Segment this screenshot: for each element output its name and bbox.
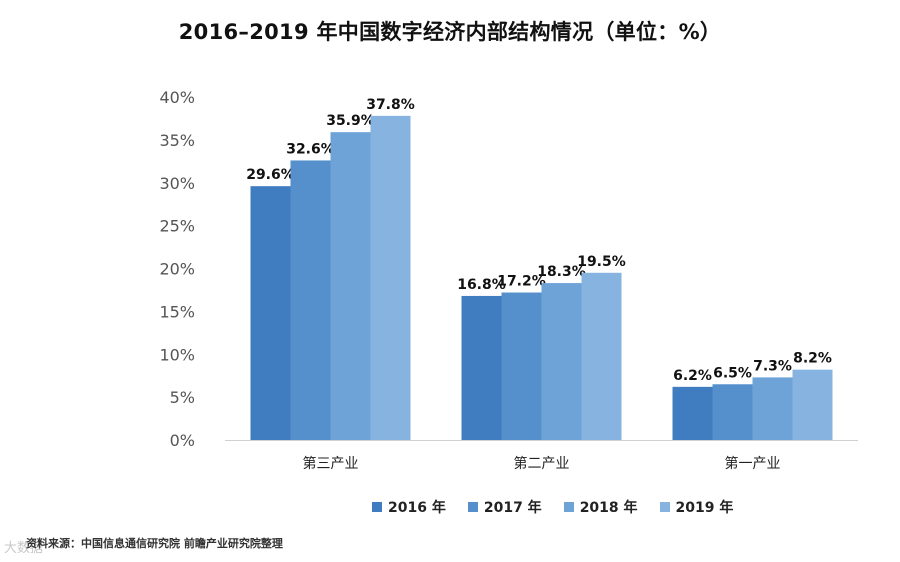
bar — [752, 377, 793, 440]
legend-item-2016: 2016 年 — [372, 497, 446, 517]
legend-label-2016: 2016 年 — [388, 500, 446, 516]
y-tick-label: 15% — [159, 302, 195, 321]
legend-label-2017: 2017 年 — [483, 500, 542, 516]
legend-item-2019: 2019 年 — [659, 497, 734, 517]
y-tick-label: 20% — [159, 260, 195, 279]
source-note: 资料来源：中国信息通信研究院 前瞻产业研究院整理 — [26, 537, 283, 550]
legend-item-2017: 2017 年 — [467, 497, 542, 517]
bar-chart: 0% 5% 10% 15% 20% 25% 30% 35% 40% 29.6% 32.6% 35.9%… — [159, 88, 858, 472]
data-label: 37.8% — [366, 97, 415, 113]
chart-title: 2016–2019 年中国数字经济内部结构情况（单位：%） — [178, 20, 722, 44]
watermark: 大数据 — [4, 541, 44, 556]
legend-swatch-2019 — [659, 502, 670, 512]
x-tick-label: 第三产业 — [303, 455, 359, 472]
legend-swatch-2018 — [563, 502, 574, 512]
y-tick-label: 30% — [159, 174, 195, 193]
bar — [370, 115, 411, 441]
bar — [541, 283, 582, 440]
bar — [501, 292, 542, 440]
legend-swatch-2016 — [372, 502, 382, 512]
data-label: 35.9% — [326, 113, 375, 129]
data-label: 16.8% — [457, 277, 506, 293]
chart-legend: 2016 年 2017 年 2018 年 2019 年 — [372, 497, 733, 517]
data-label: 6.5% — [713, 365, 752, 381]
y-tick-label: 5% — [170, 388, 195, 407]
bar — [581, 272, 622, 440]
legend-swatch-2017 — [467, 502, 478, 512]
legend-label-2019: 2019 年 — [675, 500, 734, 516]
x-tick-label: 第二产业 — [514, 455, 570, 472]
data-label: 19.5% — [577, 254, 626, 270]
y-tick-label: 0% — [170, 431, 195, 450]
y-tick-label: 10% — [159, 345, 195, 364]
legend-item-2018: 2018 年 — [563, 497, 638, 517]
y-tick-label: 25% — [159, 217, 195, 236]
y-tick-label: 40% — [159, 88, 195, 107]
bar — [330, 132, 371, 440]
data-label: 7.3% — [753, 358, 792, 374]
legend-label-2018: 2018 年 — [579, 500, 638, 516]
data-label: 29.6% — [246, 167, 295, 183]
data-label: 6.2% — [673, 368, 712, 384]
y-tick-label: 35% — [159, 131, 195, 150]
bar — [792, 369, 833, 440]
x-tick-label: 第一产业 — [725, 455, 781, 472]
data-label: 8.2% — [793, 351, 832, 367]
data-label: 18.3% — [537, 264, 586, 280]
data-label: 17.2% — [497, 274, 546, 290]
bar — [290, 160, 331, 440]
bar — [250, 186, 291, 440]
bar — [461, 295, 502, 440]
data-label: 32.6% — [286, 141, 335, 157]
bar — [672, 386, 713, 440]
bar — [712, 384, 753, 440]
